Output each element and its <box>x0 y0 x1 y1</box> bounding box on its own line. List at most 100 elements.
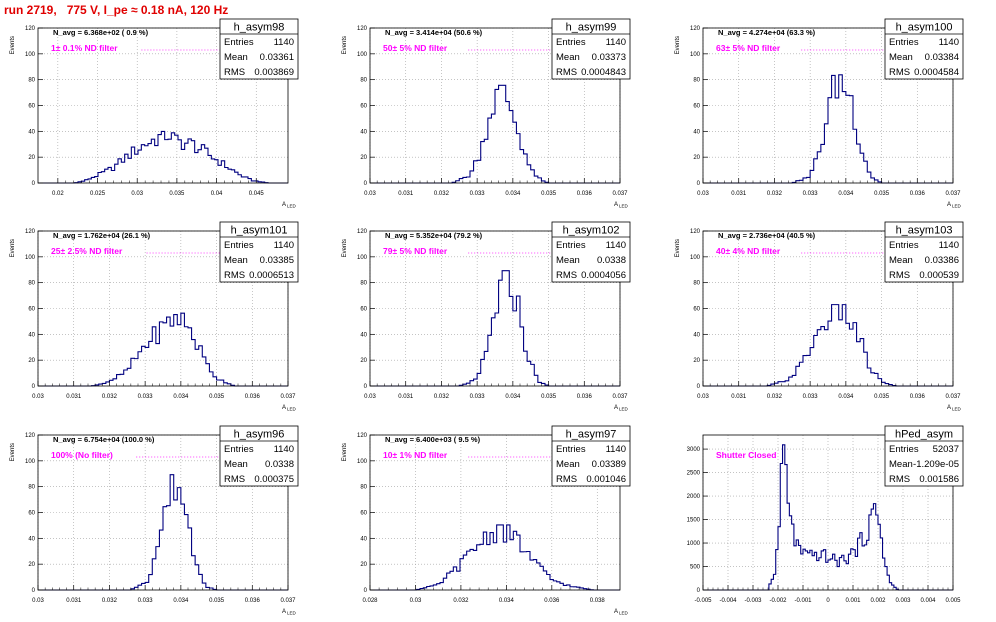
x-tick-label: 0.032 <box>434 191 450 197</box>
y-tick-label: 100 <box>25 255 36 261</box>
stats-label: RMS <box>224 67 245 78</box>
x-tick-label: -0.003 <box>744 598 762 604</box>
y-tick-label: 80 <box>28 485 35 491</box>
y-tick-label: 20 <box>360 358 367 364</box>
stats-value: 0.03373 <box>592 52 626 63</box>
y-tick-label: 120 <box>690 26 701 32</box>
histogram-panel: 0.02 0.025 0.03 0.035 0.04 0.045 0 20 40 60 80 100 1… <box>10 18 299 209</box>
filter-label: 1± 0.1% ND filter <box>51 43 118 53</box>
x-tick-label: 0.031 <box>66 598 82 604</box>
histogram-name: h_asym99 <box>566 22 617 34</box>
x-tick-label: 0.037 <box>612 191 628 197</box>
y-tick-label: 40 <box>693 332 700 338</box>
navg-label: N_avg = 6.754e+04 (100.0 %) <box>53 435 155 444</box>
stats-label: Entries <box>556 444 586 455</box>
stats-label: Entries <box>224 444 254 455</box>
stats-value: 1140 <box>939 240 959 251</box>
y-tick-label: 0 <box>32 384 36 390</box>
x-tick-label: 0.035 <box>209 598 225 604</box>
x-tick-label: 0.005 <box>945 598 961 604</box>
x-tick-label: 0.037 <box>945 394 961 400</box>
y-tick-label: 1000 <box>687 541 701 547</box>
y-tick-label: 0 <box>364 588 368 594</box>
y-tick-label: 20 <box>693 358 700 364</box>
stats-value: 1140 <box>274 37 294 48</box>
stats-value: 0.03361 <box>260 52 294 63</box>
x-tick-label: 0.034 <box>838 191 854 197</box>
x-tick-label: -0.005 <box>694 598 712 604</box>
x-tick-label: 0.025 <box>90 191 106 197</box>
y-axis-label: Events <box>342 36 348 54</box>
y-tick-label: 80 <box>360 78 367 84</box>
stats-box <box>219 18 299 80</box>
stats-value: 1140 <box>606 240 626 251</box>
x-tick-label: 0.02 <box>52 191 64 197</box>
stats-label: RMS <box>889 474 910 485</box>
stats-label: Mean <box>224 459 248 470</box>
stats-label: Mean <box>556 255 580 266</box>
stats-value: 0.0004056 <box>581 270 626 281</box>
x-tick-label: 0.037 <box>945 191 961 197</box>
stats-value: 0.003869 <box>254 67 294 78</box>
filter-label: 50± 5% ND filter <box>383 43 448 53</box>
navg-label: N_avg = 1.762e+04 (26.1 %) <box>53 231 151 240</box>
x-axis-label: ALED <box>947 405 962 412</box>
y-tick-label: 3000 <box>687 447 701 453</box>
x-tick-label: 0.031 <box>731 394 747 400</box>
y-tick-label: 80 <box>28 281 35 287</box>
stats-value: 0.0004843 <box>581 67 626 78</box>
y-tick-label: 500 <box>690 565 701 571</box>
y-tick-label: 80 <box>360 281 367 287</box>
x-tick-label: 0.03 <box>697 191 709 197</box>
histogram-line <box>38 474 288 591</box>
histogram-panel: 0.03 0.031 0.032 0.033 0.034 0.035 0.036 0.037 0… <box>675 221 964 412</box>
y-tick-label: 80 <box>693 281 700 287</box>
stats-value: 0.03385 <box>260 255 294 266</box>
histogram-name: hPed_asym <box>895 429 953 441</box>
y-tick-label: 40 <box>360 129 367 135</box>
histogram-name: h_asym97 <box>566 429 617 441</box>
y-tick-label: 80 <box>28 78 35 84</box>
x-tick-label: 0.036 <box>245 598 261 604</box>
x-tick-label: 0.032 <box>453 598 469 604</box>
x-tick-label: 0.031 <box>398 191 414 197</box>
x-tick-label: 0.034 <box>838 394 854 400</box>
x-tick-label: 0.032 <box>767 394 783 400</box>
filter-label: 10± 1% ND filter <box>383 450 448 460</box>
y-axis-label: Events <box>342 239 348 257</box>
y-tick-label: 80 <box>693 78 700 84</box>
y-tick-label: 60 <box>28 307 35 313</box>
y-tick-label: 0 <box>364 181 368 187</box>
stats-label: Mean <box>224 255 248 266</box>
stats-label: Mean <box>556 52 580 63</box>
navg-label: N_avg = 5.352e+04 (79.2 %) <box>385 231 483 240</box>
y-tick-label: 120 <box>357 26 368 32</box>
x-tick-label: 0 <box>826 598 830 604</box>
stats-label: Entries <box>224 37 254 48</box>
x-tick-label: 0.03 <box>32 394 44 400</box>
stats-label: RMS <box>556 270 577 281</box>
y-tick-label: 60 <box>28 511 35 517</box>
histogram-name: h_asym101 <box>231 225 288 237</box>
histogram-name: h_asym96 <box>234 429 285 441</box>
y-tick-label: 20 <box>28 155 35 161</box>
stats-value: 0.0338 <box>265 459 294 470</box>
stats-value: 1140 <box>274 240 294 251</box>
navg-label: N_avg = 6.368e+02 ( 0.9 %) <box>53 28 149 37</box>
stats-label: RMS <box>889 270 910 281</box>
x-axis-label: ALED <box>947 202 962 209</box>
stats-value: 0.03389 <box>592 459 626 470</box>
y-axis-label: Events <box>10 36 16 54</box>
y-tick-label: 0 <box>32 181 36 187</box>
stats-box <box>219 221 299 283</box>
x-tick-label: 0.038 <box>590 598 606 604</box>
y-tick-label: 120 <box>25 26 36 32</box>
x-tick-label: 0.034 <box>499 598 515 604</box>
histogram-name: h_asym98 <box>234 22 285 34</box>
histogram-line <box>370 84 620 184</box>
y-tick-label: 100 <box>690 255 701 261</box>
stats-box <box>219 425 299 487</box>
y-tick-label: 80 <box>360 485 367 491</box>
x-tick-label: 0.033 <box>803 394 819 400</box>
